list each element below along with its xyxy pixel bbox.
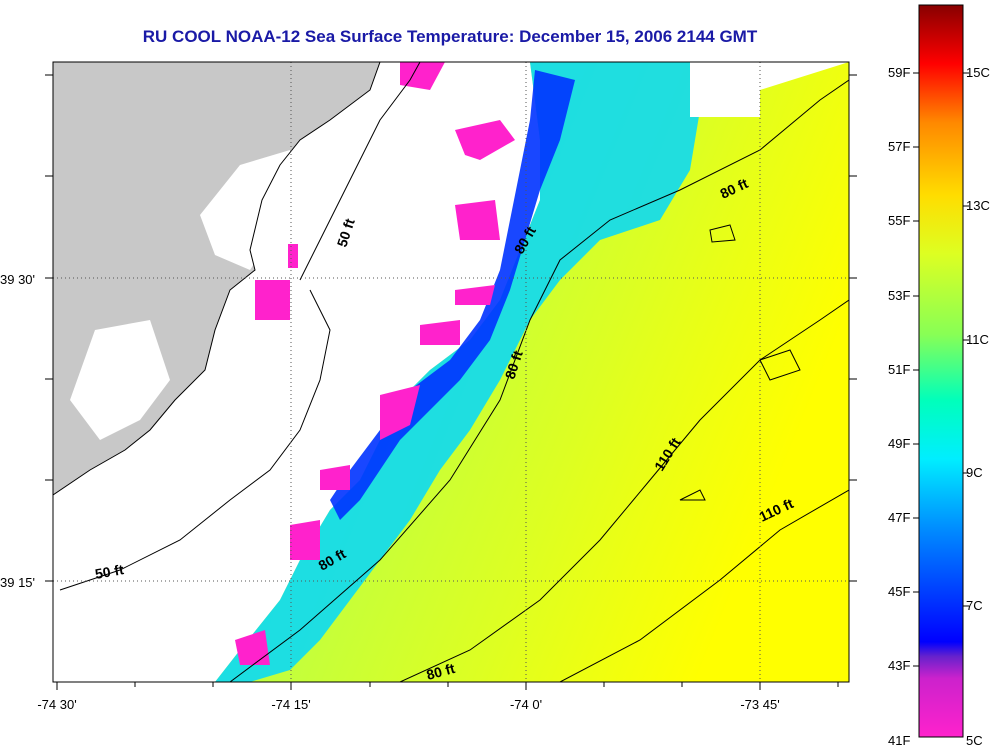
colorbar-c-label: 13C [966,198,990,213]
map-title: RU COOL NOAA-12 Sea Surface Temperature:… [142,27,758,46]
colorbar-f-label: 55F [888,213,911,228]
contour-label: 80 ft [425,660,457,683]
no-data-area [70,320,170,440]
sst-coldest-edge [380,385,420,440]
colorbar-c-label: 15C [966,65,990,80]
axis-ticks [45,74,857,690]
colorbar-f-label: 51F [888,362,911,377]
colorbar-f-label: 49F [888,436,911,451]
longitude-label: -74 0' [509,697,543,712]
colorbar-c-label: 11C [966,332,989,347]
no-data-area [200,150,300,270]
longitude-label: -73 45' [740,697,780,712]
colorbar-c-label: 7C [966,598,983,613]
sst-coldest-edge [235,630,270,665]
sst-coldest-edge [255,280,290,320]
sst-coldest-edge [420,320,460,345]
colorbar [918,4,964,738]
no-data-area [690,62,760,117]
longitude-label: -74 30' [37,697,77,712]
sst-coldest-edge [288,244,298,268]
map-border [52,61,850,683]
colorbar-f-label: 41F [888,733,911,748]
latitude-label: 39 15' [0,575,36,590]
sst-coldest-edge [455,200,500,240]
colorbar-f-label: 47F [888,510,911,525]
sst-coldest-edge [400,62,445,90]
colorbar-c-label: 9C [966,465,983,480]
colorbar-f-label: 53F [888,288,911,303]
sst-coldest-edge [290,520,320,560]
sst-coldest-edge [455,285,495,305]
colorbar-c-label: 5C [966,733,983,748]
sst-cold-band [330,70,575,520]
colorbar-f-label: 45F [888,584,911,599]
contour-label: 50 ft [94,561,125,582]
colorbar-f-label: 59F [888,65,911,80]
longitude-label: -74 15' [271,697,311,712]
colorbar-f-label: 43F [888,658,911,673]
colorbar-f-label: 57F [888,139,911,154]
bathymetry-contours [53,62,849,682]
latitude-label: 39 30' [0,272,36,287]
sst-coldest-edge [455,120,515,160]
graticule [53,62,849,682]
sst-coldest-edge [320,465,350,490]
colorbar-ticks [913,72,969,667]
